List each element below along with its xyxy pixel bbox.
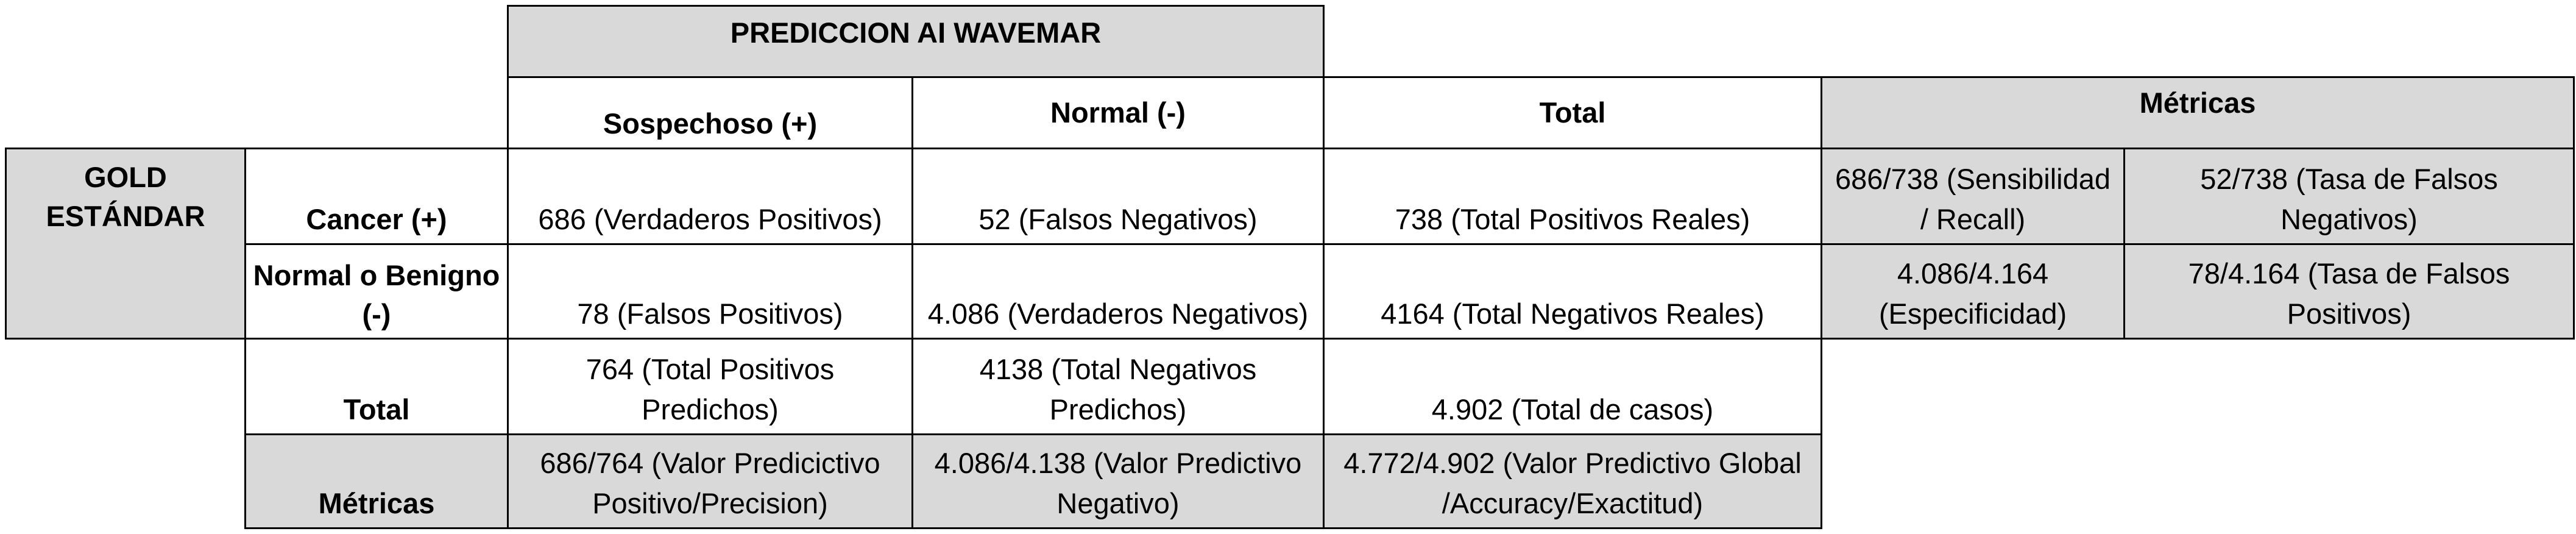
row-label-total: Total [244,338,509,435]
row-label-metrics: Métricas [244,433,509,529]
row-label-total-text: Total [343,393,410,425]
cell-total-actual-negatives: 4164 (Total Negativos Reales) [1323,243,1822,340]
true-negatives-value: 4.086 (Verdaderos Negativos) [927,297,1309,330]
row-label-normal-benign: Normal o Benigno (-) [244,243,509,340]
cell-total-cases: 4.902 (Total de casos) [1323,338,1822,435]
total-cases-value: 4.902 (Total de casos) [1431,393,1714,425]
cell-false-positives: 78 (Falsos Positivos) [507,243,913,340]
sensitivity-value: 686/738 (Sensibilidad / Recall) [1835,163,2111,235]
cell-sensitivity: 686/738 (Sensibilidad / Recall) [1821,148,2125,245]
column-header-normal: Normal (-) [911,76,1325,149]
false-negatives-value: 52 (Falsos Negativos) [978,203,1258,235]
column-header-total-label: Total [1539,96,1606,129]
false-negative-rate-value: 52/738 (Tasa de Falsos Negativos) [2200,163,2498,235]
cell-true-positives: 686 (Verdaderos Positivos) [507,148,913,245]
table-title-cell: PREDICCION AI WAVEMAR [507,5,1325,78]
gold-standard-label: GOLD ESTÁNDAR [46,161,205,232]
total-predicted-positives-value: 764 (Total Positivos Predichos) [586,353,835,425]
accuracy-value: 4.772/4.902 (Valor Predictivo Global /Ac… [1343,447,1802,519]
specificity-value: 4.086/4.164 (Especificidad) [1878,257,2067,330]
row-label-cancer: Cancer (+) [244,148,509,245]
total-actual-negatives-value: 4164 (Total Negativos Reales) [1381,297,1764,330]
cell-false-positive-rate: 78/4.164 (Tasa de Falsos Positivos) [2123,243,2575,340]
cell-accuracy: 4.772/4.902 (Valor Predictivo Global /Ac… [1323,433,1822,529]
cell-false-negatives: 52 (Falsos Negativos) [911,148,1325,245]
negative-predictive-value: 4.086/4.138 (Valor Predictivo Negativo) [934,447,1302,519]
cell-total-predicted-positives: 764 (Total Positivos Predichos) [507,338,913,435]
column-header-suspicious: Sospechoso (+) [507,76,913,149]
false-positives-value: 78 (Falsos Positivos) [577,297,843,330]
cell-specificity: 4.086/4.164 (Especificidad) [1821,243,2125,340]
table-title: PREDICCION AI WAVEMAR [730,16,1102,49]
cell-total-actual-positives: 738 (Total Positivos Reales) [1323,148,1822,245]
gold-standard-label-cell: GOLD ESTÁNDAR [5,148,246,340]
false-positive-rate-value: 78/4.164 (Tasa de Falsos Positivos) [2188,257,2510,330]
cell-true-negatives: 4.086 (Verdaderos Negativos) [911,243,1325,340]
cell-positive-predictive-value: 686/764 (Valor Predicictivo Positivo/Pre… [507,433,913,529]
column-header-normal-label: Normal (-) [1050,96,1186,129]
row-label-cancer-text: Cancer (+) [306,203,447,235]
row-label-metrics-text: Métricas [318,487,435,519]
cell-negative-predictive-value: 4.086/4.138 (Valor Predictivo Negativo) [911,433,1325,529]
column-header-total: Total [1323,76,1822,149]
column-header-suspicious-label: Sospechoso (+) [603,107,818,140]
column-header-metrics: Métricas [1821,76,2575,149]
total-predicted-negatives-value: 4138 (Total Negativos Predichos) [979,353,1257,425]
column-header-metrics-label: Métricas [2139,87,2256,119]
cell-total-predicted-negatives: 4138 (Total Negativos Predichos) [911,338,1325,435]
row-label-normal-benign-text: Normal o Benigno (-) [253,259,500,330]
cell-false-negative-rate: 52/738 (Tasa de Falsos Negativos) [2123,148,2575,245]
total-actual-positives-value: 738 (Total Positivos Reales) [1395,203,1750,235]
true-positives-value: 686 (Verdaderos Positivos) [538,203,882,235]
positive-predictive-value: 686/764 (Valor Predicictivo Positivo/Pre… [540,447,880,519]
